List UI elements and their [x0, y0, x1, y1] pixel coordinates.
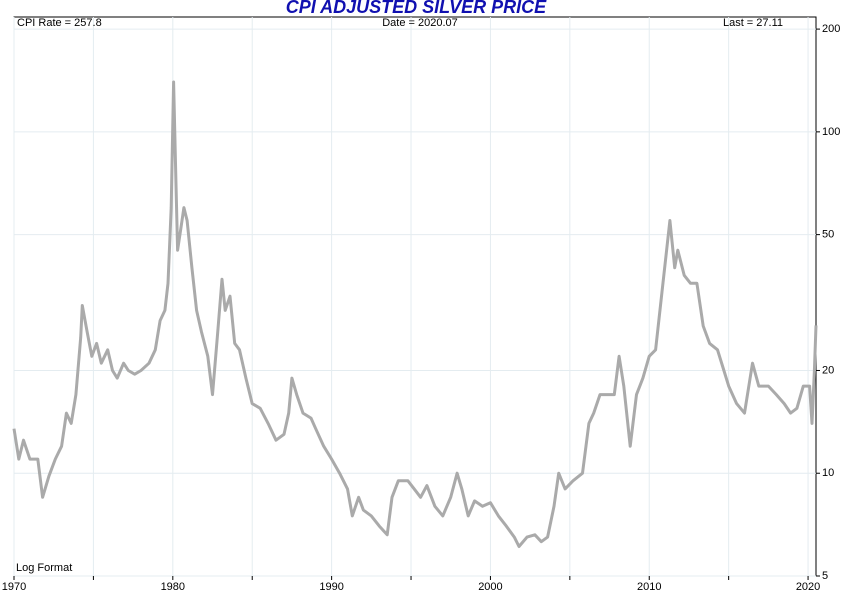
- y-tick-label: 50: [822, 229, 834, 241]
- date: Date = 2020.07: [382, 17, 458, 29]
- y-tick-label: 5: [822, 570, 828, 582]
- x-tick-label: 1970: [2, 581, 26, 593]
- log-format: Log Format: [16, 562, 72, 574]
- x-tick-label: 2000: [478, 581, 502, 593]
- lines: [12, 80, 818, 548]
- y-tick-label: 200: [822, 23, 840, 35]
- x-tick-label: 1980: [161, 581, 185, 593]
- cpi-rate: CPI Rate = 257.8: [17, 17, 102, 29]
- y-tick-label: 10: [822, 467, 834, 479]
- x-tick-label: 2020: [796, 581, 820, 593]
- last-value: Last = 27.11: [723, 17, 783, 29]
- y-tick-label: 100: [822, 126, 840, 138]
- price-line: [12, 80, 818, 548]
- x-tick-label: 2010: [637, 581, 661, 593]
- grid: [13, 17, 816, 577]
- y-tick-label: 20: [822, 364, 834, 376]
- chart-title: CPI ADJUSTED SILVER PRICE: [286, 0, 547, 17]
- x-tick-label: 1990: [319, 581, 343, 593]
